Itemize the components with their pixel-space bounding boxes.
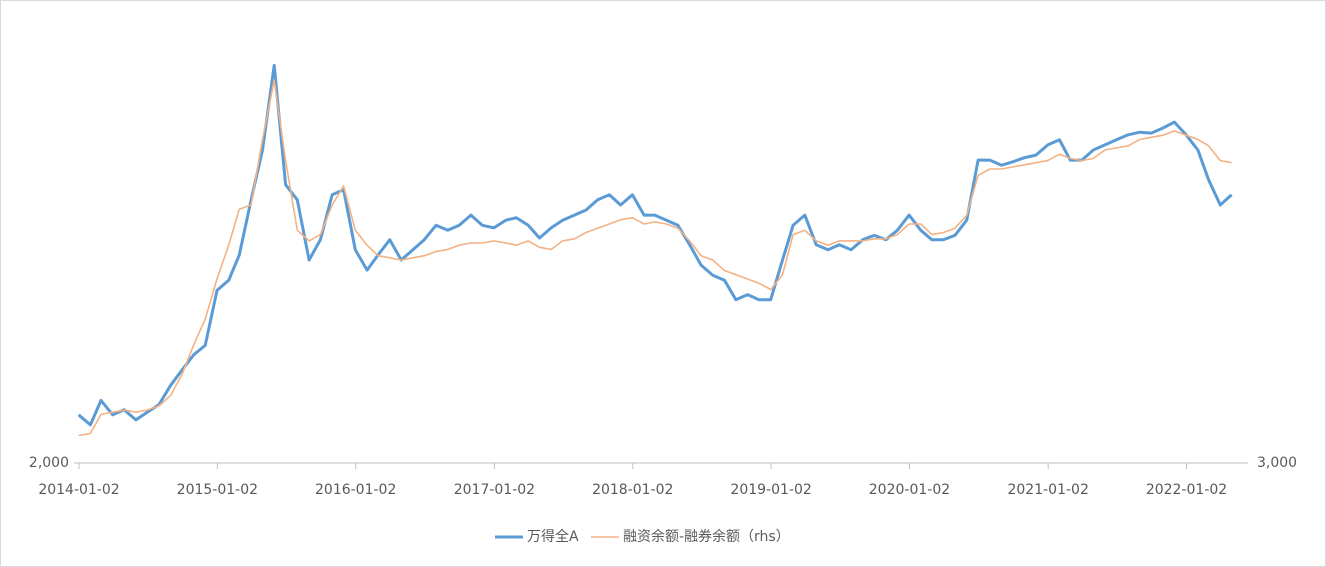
x-tick-label: 2015-01-02 bbox=[177, 482, 258, 498]
x-tick-label: 2022-01-02 bbox=[1146, 482, 1227, 498]
series-line bbox=[78, 79, 1232, 437]
x-tick-label: 2014-01-02 bbox=[38, 482, 119, 498]
x-tick-label: 2018-01-02 bbox=[592, 482, 673, 498]
y-tick-label: 2,000 bbox=[29, 455, 69, 471]
x-tick-label: 2016-01-02 bbox=[315, 482, 396, 498]
x-tick-label: 2019-01-02 bbox=[730, 482, 811, 498]
legend-label: 万得全A bbox=[527, 528, 579, 545]
series-line bbox=[77, 63, 1233, 427]
x-tick-label: 2021-01-02 bbox=[1007, 482, 1088, 498]
legend-label: 融资余额-融券余额（rhs） bbox=[623, 528, 790, 545]
x-tick-label: 2017-01-02 bbox=[454, 482, 535, 498]
x-tick-label: 2020-01-02 bbox=[869, 482, 950, 498]
y2-tick-label: 3,000 bbox=[1257, 455, 1297, 471]
